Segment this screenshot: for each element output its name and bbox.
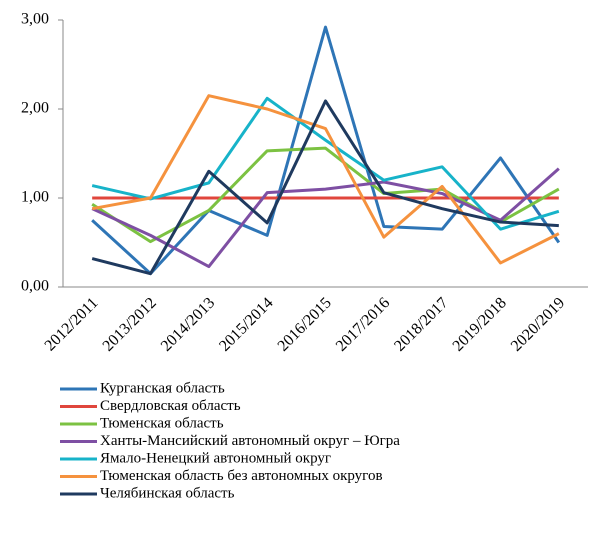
series-line <box>91 25 561 276</box>
legend-label: Тюменская область <box>100 415 224 431</box>
legend-label: Тюменская область без автономных округов <box>100 468 383 484</box>
y-tick-label: 0,00 <box>21 278 49 295</box>
x-tick-label: 2014/2013 <box>158 294 218 354</box>
x-tick-label: 2017/2016 <box>333 294 393 354</box>
legend-label: Ханты-Мансийский автономный округ – Югра <box>100 433 400 449</box>
series-line <box>91 96 560 231</box>
legend-label: Челябинская область <box>100 485 235 501</box>
y-tick-label: 2,00 <box>21 100 49 117</box>
x-tick-label: 2013/2012 <box>100 294 160 354</box>
x-tick-label: 2015/2014 <box>216 294 276 354</box>
series-line <box>91 99 559 276</box>
series-line <box>91 94 560 265</box>
x-tick-label: 2019/2018 <box>450 294 510 354</box>
legend-label: Курганская область <box>100 380 225 396</box>
legend-label: Свердловская область <box>100 398 241 414</box>
x-tick-label: 2016/2015 <box>275 294 335 354</box>
series-line <box>91 167 560 269</box>
y-tick-label: 1,00 <box>21 189 49 206</box>
y-tick-label: 3,00 <box>21 11 49 28</box>
x-tick-label: 2012/2011 <box>42 294 102 354</box>
legend-label: Ямало-Ненецкий автономный округ <box>100 450 331 466</box>
x-tick-label: 2020/2019 <box>508 294 568 354</box>
x-tick-label: 2018/2017 <box>391 294 451 354</box>
